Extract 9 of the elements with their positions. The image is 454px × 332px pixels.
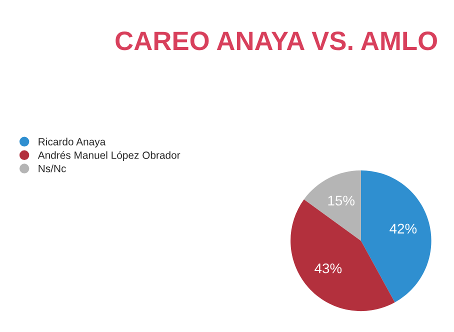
legend-label: Andrés Manuel López Obrador [38,151,180,161]
legend-label: Ricardo Anaya [38,138,106,148]
data-label: 42% [390,224,417,234]
legend-label: Ns/Nc [38,164,66,172]
data-label: 15% [328,196,355,206]
data-label: 43% [314,263,342,274]
pie-slice [304,170,361,241]
pie-slice [360,170,432,302]
chart-title: CAREO ANAYA VS. AMLO [116,32,437,50]
